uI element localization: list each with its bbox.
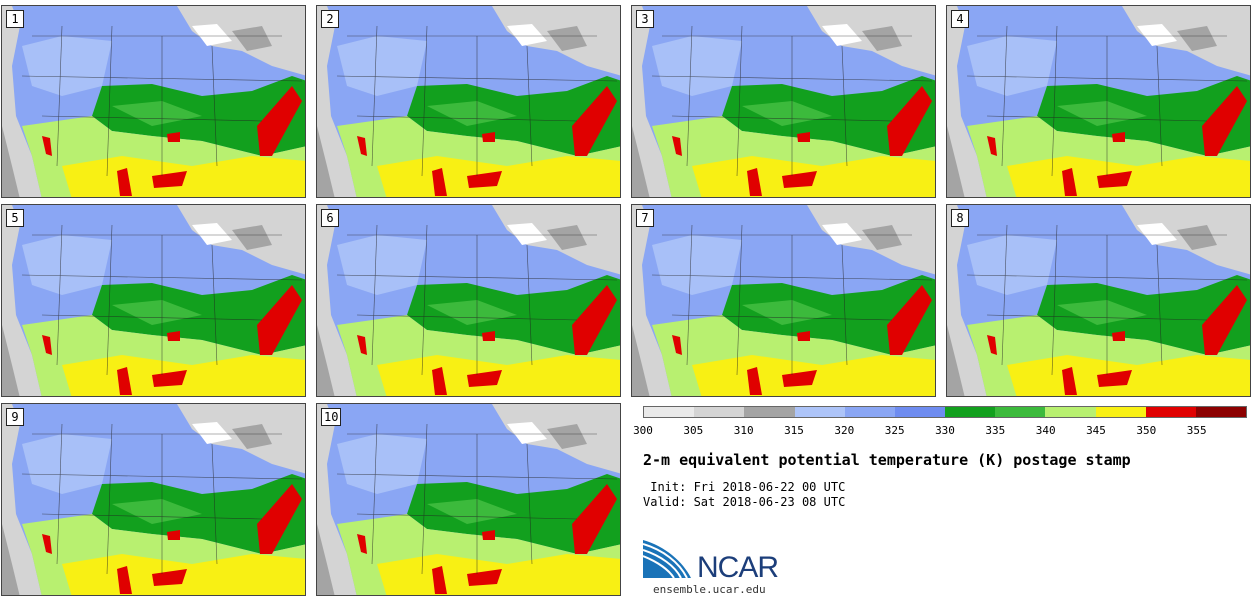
member-map-panel: 8: [946, 204, 1251, 397]
member-map-panel: 2: [316, 5, 621, 198]
colorbar-swatch: [644, 407, 695, 417]
panel-number-label: 10: [321, 408, 342, 426]
colorbar-swatch: [894, 407, 946, 417]
panel-number-label: 8: [951, 209, 969, 227]
colorbar-swatch: [1095, 407, 1146, 417]
colorbar-swatch: [995, 407, 1046, 417]
valid-time: Valid: Sat 2018-06-23 08 UTC: [643, 495, 846, 509]
colorbar-swatch: [794, 407, 845, 417]
panel-number-label: 1: [6, 10, 24, 28]
ncar-logo-icon: [643, 540, 691, 579]
colorbar-tick-label: 340: [1035, 424, 1056, 437]
colorbar-tick-label: 350: [1136, 424, 1157, 437]
colorbar-swatch: [744, 407, 795, 417]
website-url: ensemble.ucar.edu: [653, 583, 766, 596]
colorbar: [643, 406, 1247, 418]
member-map-panel: 9: [1, 403, 306, 596]
panel-number-label: 7: [636, 209, 654, 227]
member-map-panel: 4: [946, 5, 1251, 198]
colorbar-tick-label: 335: [985, 424, 1006, 437]
colorbar-swatch: [844, 407, 895, 417]
colorbar-tick-label: 325: [884, 424, 905, 437]
colorbar-tick-label: 345: [1086, 424, 1106, 437]
colorbar-tick-label: 310: [733, 424, 754, 437]
colorbar-tick-label: 320: [834, 424, 855, 437]
ncar-logo-text: NCAR: [697, 551, 779, 584]
colorbar-swatch: [1045, 407, 1096, 417]
panel-number-label: 9: [6, 408, 24, 426]
member-map-panel: 5: [1, 204, 306, 397]
member-map-panel: 3: [631, 5, 936, 198]
colorbar-tick-label: 305: [683, 424, 704, 437]
panel-number-label: 3: [636, 10, 654, 28]
colorbar-tick-label: 330: [935, 424, 955, 437]
panel-number-label: 5: [6, 209, 24, 227]
panel-number-label: 6: [321, 209, 339, 227]
colorbar-tick-label: 315: [784, 424, 804, 437]
panel-number-label: 4: [951, 10, 969, 28]
member-map-panel: 6: [316, 204, 621, 397]
colorbar-swatch: [945, 407, 996, 417]
panel-number-label: 2: [321, 10, 339, 28]
member-map-panel: 7: [631, 204, 936, 397]
member-map-panel: 10: [316, 403, 621, 596]
member-map-panel: 1: [1, 5, 306, 198]
colorbar-tick-label: 300: [633, 424, 653, 437]
colorbar-swatch: [1145, 407, 1196, 417]
colorbar-swatch: [1195, 407, 1247, 417]
figure-title: 2-m equivalent potential temperature (K)…: [643, 451, 1131, 469]
colorbar-swatch: [694, 407, 745, 417]
colorbar-tick-label: 355: [1186, 424, 1207, 437]
init-time: Init: Fri 2018-06-22 00 UTC: [643, 480, 846, 494]
